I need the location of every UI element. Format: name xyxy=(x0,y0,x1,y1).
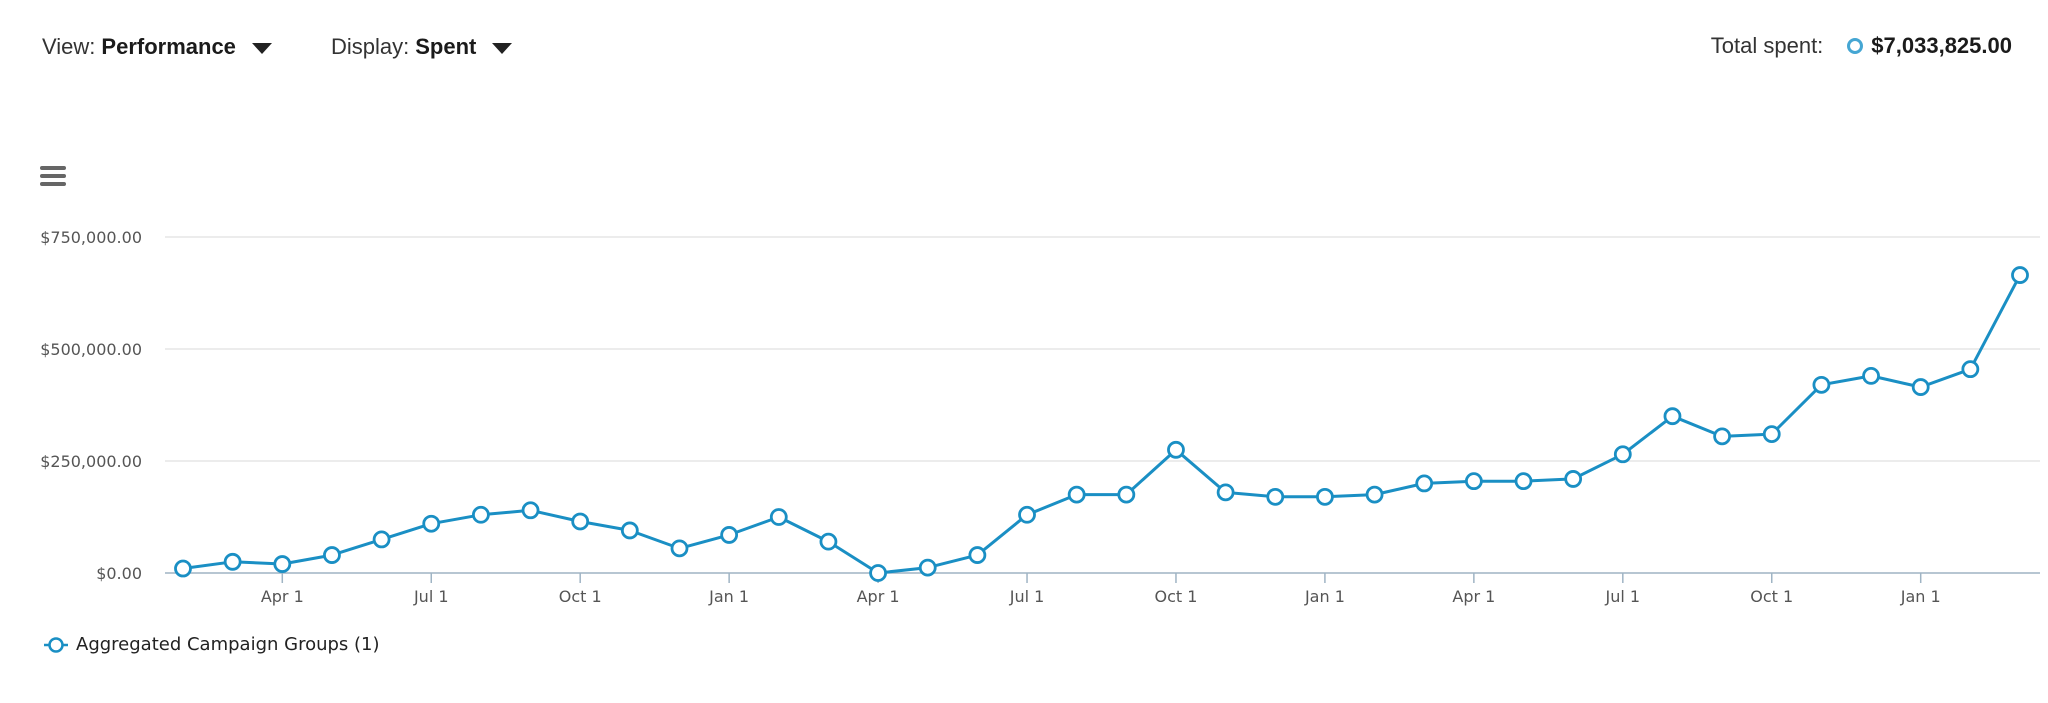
total-spent-value: $7,033,825.00 xyxy=(1871,33,2012,58)
view-dropdown[interactable]: View: Performance xyxy=(42,34,272,60)
data-point xyxy=(1067,485,1086,504)
display-dropdown-label: Display: xyxy=(331,34,410,59)
caret-down-icon xyxy=(492,42,513,54)
x-tick-label: Jan 1 xyxy=(1304,587,1345,606)
data-point xyxy=(1961,360,1980,379)
data-point xyxy=(2011,266,2029,284)
data-point xyxy=(1117,485,1136,504)
y-tick-label: $250,000.00 xyxy=(40,452,142,471)
x-tick-label: Oct 1 xyxy=(1155,587,1198,606)
y-tick-label: $750,000.00 xyxy=(40,228,142,247)
data-point xyxy=(273,555,292,573)
data-point xyxy=(1018,505,1036,524)
data-point xyxy=(372,530,391,549)
data-point xyxy=(670,539,689,558)
series-line xyxy=(182,274,2022,575)
caret-down-icon xyxy=(251,42,272,54)
x-tick-label: Jan 1 xyxy=(708,587,749,606)
chart-menu-button[interactable] xyxy=(40,166,66,190)
data-point xyxy=(1415,474,1434,493)
data-point xyxy=(1613,445,1632,464)
hamburger-menu-icon xyxy=(40,166,66,170)
data-point xyxy=(1167,440,1185,459)
x-tick-label: Jul 1 xyxy=(413,587,449,606)
data-point xyxy=(1514,472,1533,491)
y-tick-label: $500,000.00 xyxy=(40,340,142,359)
x-tick-label: Jul 1 xyxy=(1605,587,1641,606)
data-point xyxy=(1713,427,1732,446)
data-point xyxy=(323,546,341,564)
hamburger-menu-icon xyxy=(40,174,66,178)
data-point xyxy=(471,505,490,524)
data-point xyxy=(819,532,838,551)
data-point xyxy=(1663,407,1682,426)
data-point xyxy=(1862,366,1880,385)
data-point xyxy=(918,558,937,577)
data-point xyxy=(720,526,739,544)
data-point xyxy=(1464,472,1483,491)
x-tick-label: Apr 1 xyxy=(261,587,304,606)
display-dropdown[interactable]: Display: Spent xyxy=(331,34,513,60)
data-point xyxy=(1216,483,1235,502)
data-point xyxy=(1762,425,1781,444)
series-dot-icon xyxy=(1847,38,1864,54)
view-dropdown-label: View: xyxy=(42,34,96,59)
hamburger-menu-icon xyxy=(40,182,66,186)
total-spent-label: Total spent: xyxy=(1710,33,1824,58)
total-spent-summary: Total spent: $7,033,825.00 xyxy=(1711,33,2012,59)
view-dropdown-value: Performance xyxy=(101,34,236,59)
x-tick-label: Jan 1 xyxy=(1900,587,1941,606)
hollow-circle-icon xyxy=(44,636,68,653)
x-tick-label: Apr 1 xyxy=(857,587,900,606)
x-tick-label: Jul 1 xyxy=(1009,587,1045,606)
x-tick-label: Oct 1 xyxy=(1750,587,1793,606)
legend-item[interactable]: Aggregated Campaign Groups (1) xyxy=(44,634,380,655)
chart-controls-bar: View: Performance Display: Spent Total s… xyxy=(0,0,2048,100)
data-point xyxy=(223,552,242,571)
data-point xyxy=(968,546,987,564)
data-point xyxy=(1365,485,1384,504)
data-point xyxy=(571,512,590,531)
legend-series-label: Aggregated Campaign Groups (1) xyxy=(76,634,380,655)
data-point xyxy=(769,508,788,526)
data-point xyxy=(1564,470,1583,488)
data-point xyxy=(1316,487,1334,506)
data-point xyxy=(422,514,441,533)
display-dropdown-value: Spent xyxy=(415,34,477,59)
data-point xyxy=(174,559,192,578)
data-point xyxy=(1812,375,1831,394)
data-point xyxy=(521,501,540,520)
x-tick-label: Oct 1 xyxy=(559,587,602,606)
data-point xyxy=(1911,378,1930,396)
data-point xyxy=(620,521,639,540)
data-point xyxy=(1266,487,1285,506)
data-point xyxy=(869,564,887,582)
y-tick-label: $0.00 xyxy=(96,564,142,583)
x-tick-label: Apr 1 xyxy=(1452,587,1495,606)
